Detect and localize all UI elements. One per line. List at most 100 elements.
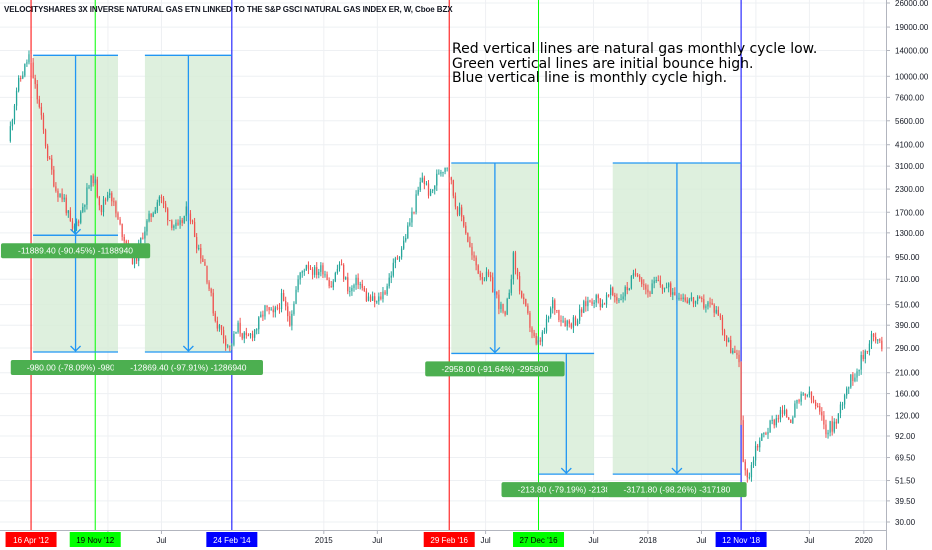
candle-body — [208, 282, 210, 289]
candle-body — [492, 277, 494, 293]
candle-body — [249, 333, 252, 336]
candle-body — [280, 293, 283, 310]
candle-body — [614, 295, 616, 298]
candle-body — [684, 297, 686, 301]
candle-body — [564, 320, 566, 327]
candle-body — [109, 193, 111, 196]
candle-body — [696, 296, 699, 301]
x-tick-label: Jul — [804, 536, 814, 545]
candle-body — [765, 433, 767, 435]
candle-body — [525, 298, 527, 306]
candle-body — [473, 255, 475, 258]
candle-body — [191, 220, 194, 222]
candle-body — [86, 187, 88, 205]
candlestick-series — [9, 50, 883, 483]
candle-body — [757, 445, 759, 448]
candle-body — [415, 194, 417, 213]
candle-body — [806, 394, 808, 396]
candle-body — [775, 418, 777, 426]
candle-body — [788, 417, 790, 420]
candle-body — [634, 273, 637, 275]
candle-body — [216, 320, 219, 329]
candle-body — [591, 301, 593, 304]
candle-body — [663, 287, 666, 290]
candle-body — [628, 288, 630, 291]
candle-body — [810, 391, 813, 400]
candle-body — [421, 177, 423, 183]
candle-body — [866, 351, 869, 353]
candle-body — [324, 274, 326, 276]
candle-body — [850, 374, 852, 388]
candle-body — [610, 287, 612, 295]
candle-body — [603, 303, 606, 305]
candle-body — [212, 292, 214, 314]
candle-body — [67, 210, 69, 214]
cycle-date-marker — [423, 532, 475, 547]
cycle-date-marker — [206, 532, 258, 547]
cycle-date-marker — [5, 532, 57, 547]
candle-body — [744, 461, 746, 471]
candle-body — [792, 417, 794, 423]
candle-body — [245, 332, 247, 336]
cycle-lines — [30, 0, 742, 530]
candle-body — [759, 440, 761, 448]
y-tick-label: 710.00 — [895, 275, 920, 284]
candle-body — [164, 203, 167, 209]
candle-body — [299, 272, 301, 280]
x-tick-label: Jul — [588, 536, 598, 545]
candle-body — [547, 317, 550, 320]
candle-body — [405, 238, 407, 241]
candle-body — [160, 196, 163, 199]
candle-body — [624, 286, 626, 297]
candle-body — [574, 317, 577, 326]
candle-body — [545, 319, 548, 332]
candle-body — [84, 204, 86, 207]
measure-label: -213.80 (-79.19%) -21380 — [518, 485, 616, 495]
candle-body — [196, 237, 198, 249]
candle-body — [833, 421, 835, 432]
candle-body — [189, 213, 192, 221]
candle-body — [763, 433, 765, 435]
measure-label: -980.00 (-78.09%) -98000 — [27, 363, 125, 373]
candle-body — [647, 289, 649, 293]
candle-body — [460, 207, 463, 217]
cycle-date-marker — [69, 532, 121, 547]
candle-body — [222, 330, 225, 339]
candle-body — [740, 362, 742, 421]
candle-body — [444, 167, 446, 172]
candle-body — [135, 258, 138, 261]
y-axis: 26000.00 19000.00 14000.00 10000.00 7600.00 5… — [886, 0, 932, 550]
candle-body — [258, 317, 260, 330]
candle-body — [661, 285, 664, 290]
candle-body — [454, 195, 457, 207]
candle-body — [36, 84, 38, 100]
candle-body — [860, 355, 862, 370]
candle-body — [639, 276, 641, 280]
candle-body — [535, 335, 537, 344]
candle-body — [434, 185, 436, 190]
candle-body — [361, 284, 363, 288]
candle-body — [699, 296, 701, 298]
y-tick-label: 1300.00 — [895, 229, 924, 238]
measure-label-box — [501, 482, 632, 498]
y-tick-label: 5600.00 — [895, 117, 924, 126]
cycle-date-marker — [513, 532, 565, 547]
candle-body — [340, 264, 343, 266]
candle-body — [328, 280, 330, 287]
candle-body — [489, 275, 492, 278]
candle-body — [723, 330, 726, 336]
candle-body — [769, 420, 771, 432]
candle-body — [504, 311, 506, 315]
candle-body — [154, 210, 156, 214]
candle-body — [15, 90, 18, 106]
candle-body — [359, 284, 361, 286]
candle-body — [467, 233, 469, 242]
candle-body — [162, 198, 165, 204]
candle-body — [798, 399, 800, 402]
candle-body — [400, 248, 403, 258]
candle-body — [730, 340, 732, 353]
measure-arrow-head — [70, 228, 82, 236]
candle-body — [496, 291, 498, 295]
candle-body — [500, 303, 502, 309]
